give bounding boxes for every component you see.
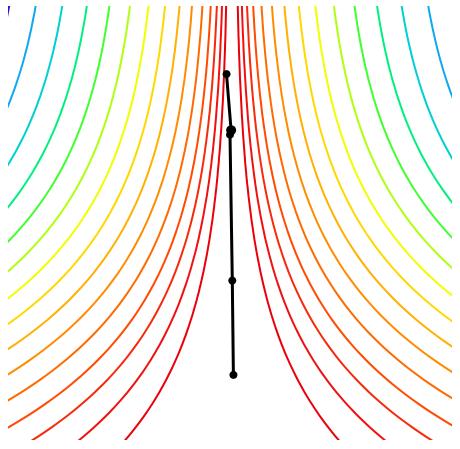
contour-line [454,0,460,156]
contour-line [8,6,212,429]
contour-line [252,6,452,427]
contour-line [8,6,37,109]
contour-line [8,6,111,244]
contour-line [246,6,434,440]
contour-line [8,6,181,351]
optimizer-path [222,70,238,379]
contour-line [376,6,452,204]
contour-line [400,6,452,161]
contour-line [8,6,64,167]
contour-line [8,6,88,209]
path-point [222,70,231,79]
contour-line [8,6,167,326]
contour-line [240,6,387,440]
contour-line [77,6,224,440]
contour-line [30,6,218,440]
contour-line [8,6,150,300]
contour-line [314,6,452,297]
path-point [228,276,237,285]
contour-line [427,6,452,99]
contour-line [236,6,340,440]
contour-line [260,6,452,400]
contour-line [283,6,452,348]
contour-line [8,6,193,376]
contour-line [270,6,452,374]
contour-line [8,6,204,402]
path-line [225,73,235,375]
path-point [226,130,234,139]
contour-line [353,6,452,240]
contour-line [8,6,131,273]
contour-line [8,6,11,18]
contour-line [332,6,452,270]
contour-line [297,6,452,323]
path-point [229,370,238,379]
